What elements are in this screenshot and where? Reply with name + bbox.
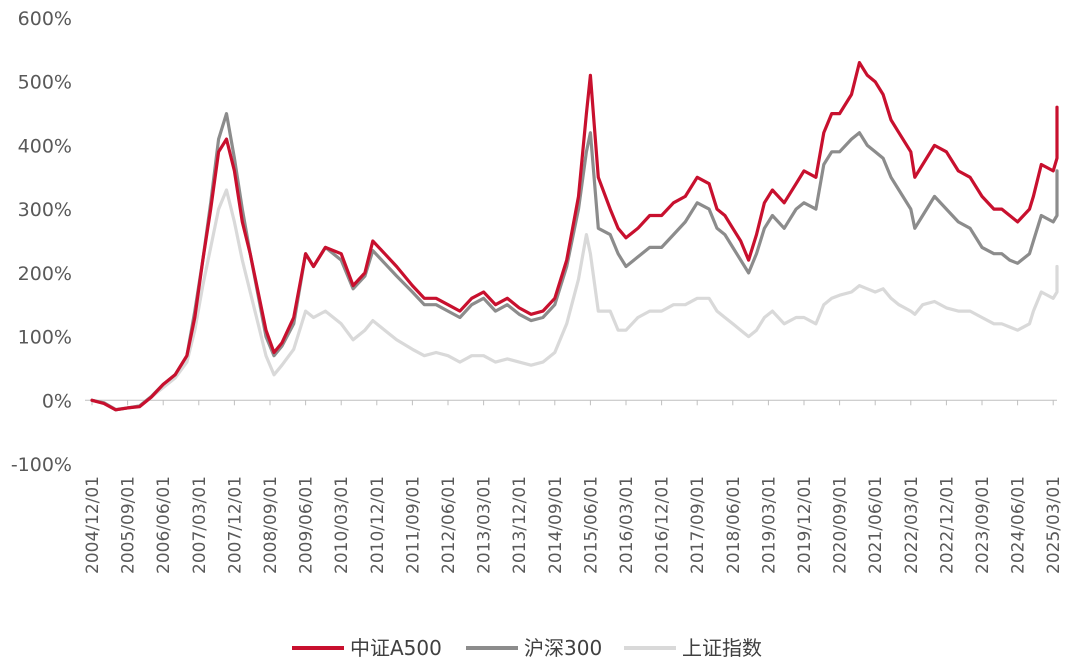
x-tick-label: 2007/12/01 xyxy=(225,476,245,574)
x-tick-label: 2009/06/01 xyxy=(297,476,317,574)
x-tick-label: 2005/09/01 xyxy=(119,476,139,574)
x-tick-label: 2006/06/01 xyxy=(154,476,174,574)
y-axis: 600% 500% 400% 300% 200% 100% 0% -100% xyxy=(11,8,72,476)
x-tick-label: 2010/12/01 xyxy=(368,476,388,574)
x-tick-label: 2011/09/01 xyxy=(403,476,423,574)
x-tick-label: 2016/12/01 xyxy=(653,476,673,574)
x-tick-label: 2023/09/01 xyxy=(973,476,993,574)
x-tick-label: 2007/03/01 xyxy=(190,476,210,574)
y-tick-label: -100% xyxy=(11,454,72,476)
x-tick-label: 2008/09/01 xyxy=(261,476,281,574)
y-tick-label: 200% xyxy=(18,263,72,285)
y-tick-label: 400% xyxy=(18,135,72,157)
legend-label: 中证A500 xyxy=(350,636,442,660)
series-layer xyxy=(90,60,1059,412)
x-tick-label: 2013/12/01 xyxy=(510,476,530,574)
x-tick-label: 2024/06/01 xyxy=(1009,476,1029,574)
x-tick-label: 2012/06/01 xyxy=(439,476,459,574)
x-tick-label: 2015/06/01 xyxy=(581,476,601,574)
x-tick-label: 2022/03/01 xyxy=(902,476,922,574)
x-tick-label: 2022/12/01 xyxy=(937,476,957,574)
y-tick-label: 0% xyxy=(42,390,72,412)
x-tick-label: 2019/03/01 xyxy=(759,476,779,574)
series-line-2 xyxy=(90,188,1059,411)
x-tick-label: 2010/03/01 xyxy=(332,476,352,574)
x-axis: 2004/12/01 2005/09/01 2006/06/01 2007/03/01… xyxy=(83,399,1064,574)
x-tick-label: 2025/03/01 xyxy=(1044,476,1064,574)
series-line-0 xyxy=(90,60,1059,412)
x-tick-label: 2013/03/01 xyxy=(475,476,495,574)
x-tick-label: 2017/09/01 xyxy=(688,476,708,574)
x-tick-label: 2014/09/01 xyxy=(546,476,566,574)
legend-label: 沪深300 xyxy=(524,636,602,660)
y-tick-label: 500% xyxy=(18,72,72,94)
y-tick-label: 300% xyxy=(18,199,72,221)
x-tick-label: 2019/12/01 xyxy=(795,476,815,574)
x-tick-label: 2004/12/01 xyxy=(83,476,103,574)
x-tick-label: 2018/06/01 xyxy=(724,476,744,574)
legend-label: 上证指数 xyxy=(682,636,762,660)
y-tick-label: 100% xyxy=(18,327,72,349)
x-tick-label: 2021/06/01 xyxy=(866,476,886,574)
legend: 中证A500 沪深300 上证指数 xyxy=(292,636,762,660)
x-tick-label: 2016/03/01 xyxy=(617,476,637,574)
x-tick-label: 2020/09/01 xyxy=(831,476,851,574)
y-tick-label: 600% xyxy=(18,8,72,30)
